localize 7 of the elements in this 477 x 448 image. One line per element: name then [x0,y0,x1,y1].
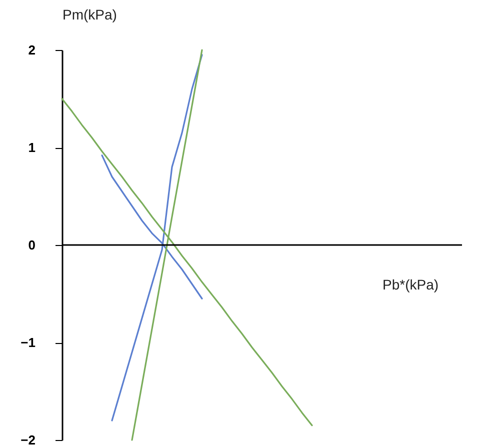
y-tick-label: −1 [20,335,36,350]
y-axis-title: Pm(kPa) [62,6,117,22]
x-axis-title: Pb*(kPa) [382,276,439,292]
y-tick-label: 2 [28,42,36,58]
y-tick-label: 1 [28,140,36,155]
y-tick-label: −2 [20,432,36,448]
y-tick-label: 0 [28,238,36,252]
